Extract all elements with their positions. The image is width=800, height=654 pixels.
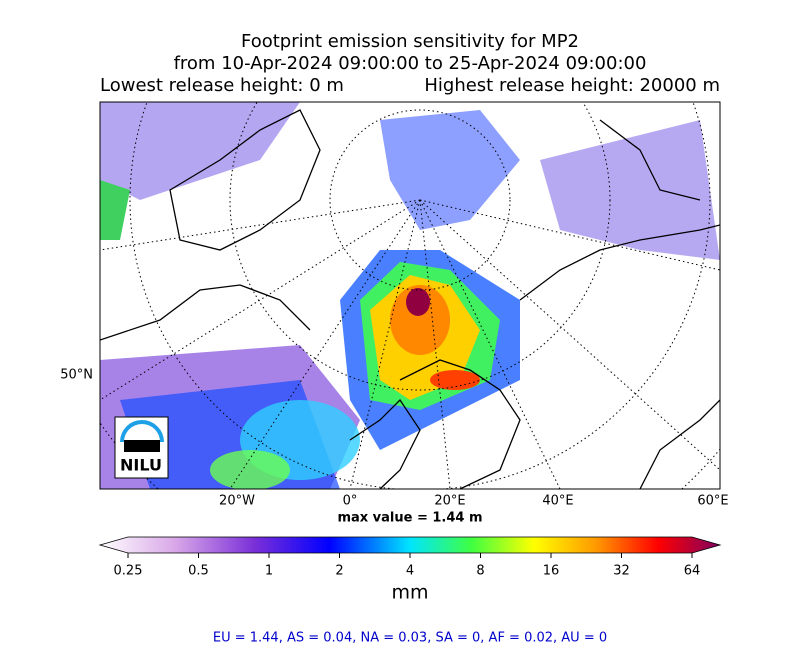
lon-label: 20°E — [434, 494, 465, 509]
colorbar-tick-label: 2 — [335, 564, 343, 579]
field — [100, 180, 130, 240]
title: Footprint emission sensitivity for MP2 — [241, 31, 579, 52]
colorbar — [98, 536, 722, 554]
colorbar-tick-label: 64 — [684, 564, 701, 579]
footer: EU = 1.44, AS = 0.04, NA = 0.03, SA = 0,… — [213, 631, 607, 646]
logo-arc — [120, 420, 164, 443]
lon-label: 60°E — [697, 494, 728, 509]
logo-skyline — [124, 440, 160, 452]
field — [390, 285, 450, 355]
max-value: max value = 1.44 m — [337, 511, 482, 526]
colorbar-tick-label: 1 — [265, 564, 273, 579]
highest-height: Highest release height: 20000 m — [424, 75, 720, 96]
field — [210, 450, 290, 489]
colorbar-tick-label: 0.25 — [114, 564, 143, 579]
field — [100, 102, 300, 200]
colorbar-tick-label: 0.5 — [188, 564, 209, 579]
lat-label: 50°N — [60, 368, 93, 383]
lowest-height: Lowest release height: 0 m — [100, 75, 344, 96]
graticule — [100, 102, 720, 489]
lon-label: 40°E — [542, 494, 573, 509]
colorbar-tick-label: 4 — [406, 564, 414, 579]
map-field: NILU — [100, 102, 720, 489]
colorbar-tick-label: 32 — [613, 564, 630, 579]
subtitle: from 10-Apr-2024 09:00:00 to 25-Apr-2024… — [174, 53, 647, 74]
field — [430, 370, 480, 390]
colorbar-label: mm — [391, 582, 428, 604]
colorbar-tick-label: 16 — [543, 564, 560, 579]
field — [540, 120, 720, 260]
field — [380, 110, 520, 230]
colorbar-tick-label: 8 — [476, 564, 484, 579]
coastline — [100, 109, 720, 489]
logo-text: NILU — [120, 456, 162, 475]
field — [406, 288, 430, 316]
lon-label: 0° — [343, 494, 358, 509]
lon-label: 20°W — [219, 494, 255, 509]
map-frame — [99, 101, 721, 490]
